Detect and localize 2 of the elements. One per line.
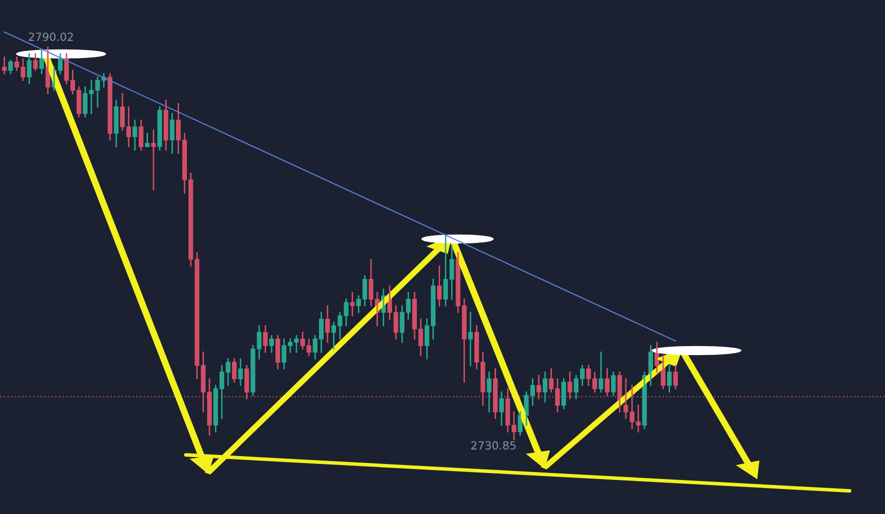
text: 2730.85 [471,441,516,450]
text: 2790.02 [28,32,73,42]
